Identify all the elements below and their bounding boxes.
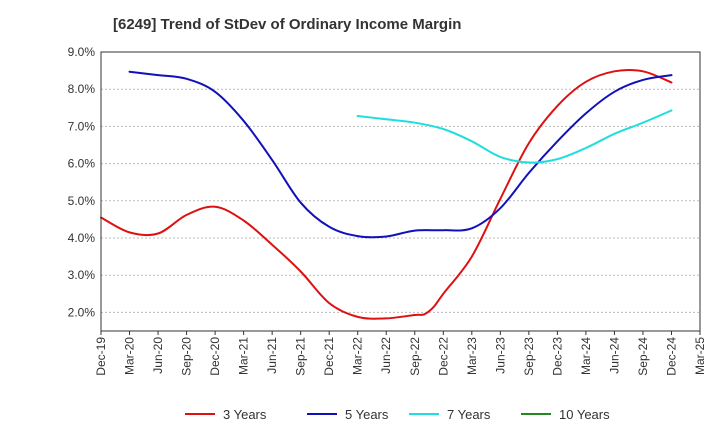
x-tick-label: Jun-20 xyxy=(151,337,165,374)
x-tick-label: Sep-22 xyxy=(408,337,422,376)
y-tick-label: 3.0% xyxy=(68,268,96,282)
series-line-7-years xyxy=(356,109,673,164)
x-tick-label: Sep-24 xyxy=(636,337,650,376)
x-tick-label: Dec-24 xyxy=(664,337,678,376)
legend-label-3-years: 3 Years xyxy=(223,407,267,422)
x-tick-label: Dec-23 xyxy=(550,337,564,376)
grid-layer xyxy=(101,51,700,313)
x-tick-label: Dec-20 xyxy=(208,337,222,376)
legend-label-10-years: 10 Years xyxy=(559,407,610,422)
x-tick-label: Dec-21 xyxy=(322,337,336,376)
x-tick-label: Jun-21 xyxy=(265,337,279,374)
legend-label-5-years: 5 Years xyxy=(345,407,389,422)
x-tick-label: Mar-22 xyxy=(351,337,365,375)
y-tick-label: 4.0% xyxy=(68,231,96,245)
x-tick-label: Sep-23 xyxy=(522,337,536,376)
x-tick-label: Mar-23 xyxy=(465,337,479,375)
x-tick-label: Sep-20 xyxy=(180,337,194,376)
y-tick-label: 7.0% xyxy=(68,119,96,133)
y-tick-label: 5.0% xyxy=(68,194,96,208)
series-line-5-years xyxy=(128,70,673,239)
x-tick-label: Dec-22 xyxy=(436,337,450,376)
y-tick-label: 2.0% xyxy=(68,305,96,319)
plot-frame xyxy=(100,51,701,332)
x-tick-label: Jun-22 xyxy=(379,337,393,374)
series-line-3-years xyxy=(100,68,673,320)
series-layer xyxy=(100,68,673,320)
x-tick-label: Mar-25 xyxy=(693,337,707,375)
x-tick-label: Dec-19 xyxy=(94,337,108,376)
legend-label-7-years: 7 Years xyxy=(447,407,491,422)
x-tick-label: Mar-21 xyxy=(237,337,251,375)
axes-layer: 2.0% 3.0% 4.0% 5.0% 6.0% 7.0% 8.0% 9.0% Dec-19 Ma… xyxy=(68,45,707,376)
x-tick-label: Mar-24 xyxy=(579,337,593,375)
x-tick-label: Mar-20 xyxy=(123,337,137,375)
y-tick-label: 9.0% xyxy=(68,45,96,59)
legend: 3 Years 5 Years 7 Years 10 Years xyxy=(185,407,610,422)
chart-title: [6249] Trend of StDev of Ordinary Income… xyxy=(113,16,461,33)
x-tick-label: Jun-23 xyxy=(493,337,507,374)
y-tick-label: 8.0% xyxy=(68,82,96,96)
x-tick-label: Jun-24 xyxy=(607,337,621,374)
x-tick-label: Sep-21 xyxy=(294,337,308,376)
y-tick-label: 6.0% xyxy=(68,157,96,171)
